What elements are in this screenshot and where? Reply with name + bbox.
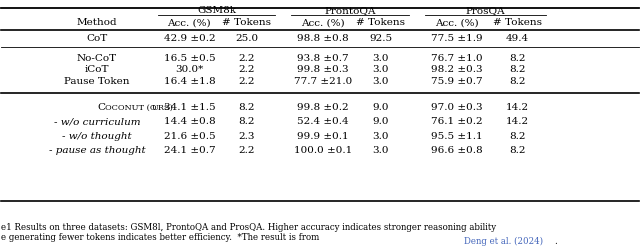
- Text: # Tokens: # Tokens: [356, 18, 405, 27]
- Text: 98.8 ±0.8: 98.8 ±0.8: [298, 34, 349, 43]
- Text: 14.4 ±0.8: 14.4 ±0.8: [164, 117, 215, 126]
- Text: GSM8k: GSM8k: [197, 6, 236, 15]
- Text: 8.2: 8.2: [509, 77, 526, 86]
- Text: - pause as thought: - pause as thought: [49, 146, 145, 155]
- Text: 8.2: 8.2: [509, 65, 526, 74]
- Text: 97.0 ±0.3: 97.0 ±0.3: [431, 103, 483, 112]
- Text: 14.2: 14.2: [506, 103, 529, 112]
- Text: iCoT: iCoT: [84, 65, 109, 74]
- Text: 42.9 ±0.2: 42.9 ±0.2: [164, 34, 215, 43]
- Text: 2.2: 2.2: [239, 54, 255, 63]
- Text: 98.2 ±0.3: 98.2 ±0.3: [431, 65, 483, 74]
- Text: - w/o thought: - w/o thought: [62, 131, 132, 141]
- Text: 95.5 ±1.1: 95.5 ±1.1: [431, 131, 483, 141]
- Text: ProsQA: ProsQA: [466, 6, 506, 15]
- Text: 3.0: 3.0: [372, 77, 388, 86]
- Text: 77.7 ±21.0: 77.7 ±21.0: [294, 77, 352, 86]
- Text: ProntoQA: ProntoQA: [324, 6, 376, 15]
- Text: 75.9 ±0.7: 75.9 ±0.7: [431, 77, 483, 86]
- Text: 3.0: 3.0: [372, 54, 388, 63]
- Text: 8.2: 8.2: [509, 54, 526, 63]
- Text: 8.2: 8.2: [239, 103, 255, 112]
- Text: No-CoT: No-CoT: [77, 54, 117, 63]
- Text: 52.4 ±0.4: 52.4 ±0.4: [298, 117, 349, 126]
- Text: # Tokens: # Tokens: [493, 18, 542, 27]
- Text: 9.0: 9.0: [372, 117, 388, 126]
- Text: 77.5 ±1.9: 77.5 ±1.9: [431, 34, 483, 43]
- Text: # Tokens: # Tokens: [222, 18, 271, 27]
- Text: 3.0: 3.0: [372, 146, 388, 155]
- Text: 30.0*: 30.0*: [175, 65, 204, 74]
- Text: Acc. (%): Acc. (%): [435, 18, 479, 27]
- Text: 92.5: 92.5: [369, 34, 392, 43]
- Text: 3.0: 3.0: [372, 131, 388, 141]
- Text: 76.1 ±0.2: 76.1 ±0.2: [431, 117, 483, 126]
- Text: 76.7 ±1.0: 76.7 ±1.0: [431, 54, 483, 63]
- Text: 99.8 ±0.3: 99.8 ±0.3: [298, 65, 349, 74]
- Text: 99.8 ±0.2: 99.8 ±0.2: [298, 103, 349, 112]
- Text: e1 Results on three datasets: GSM8l, ProntoQA and ProsQA. Higher accuracy indica: e1 Results on three datasets: GSM8l, Pro…: [1, 223, 497, 242]
- Text: 8.2: 8.2: [509, 131, 526, 141]
- Text: 8.2: 8.2: [509, 146, 526, 155]
- Text: 2.2: 2.2: [239, 77, 255, 86]
- Text: Pause Token: Pause Token: [64, 77, 130, 86]
- Text: 2.3: 2.3: [239, 131, 255, 141]
- Text: 24.1 ±0.7: 24.1 ±0.7: [164, 146, 215, 155]
- Text: Method: Method: [77, 18, 117, 27]
- Text: CoT: CoT: [86, 34, 108, 43]
- Text: 93.8 ±0.7: 93.8 ±0.7: [298, 54, 349, 63]
- Text: 100.0 ±0.1: 100.0 ±0.1: [294, 146, 352, 155]
- Text: 34.1 ±1.5: 34.1 ±1.5: [164, 103, 215, 112]
- Text: 8.2: 8.2: [239, 117, 255, 126]
- Text: 2.2: 2.2: [239, 146, 255, 155]
- Text: 21.6 ±0.5: 21.6 ±0.5: [164, 131, 215, 141]
- Text: - w/o curriculum: - w/o curriculum: [54, 117, 140, 126]
- Text: 14.2: 14.2: [506, 117, 529, 126]
- Text: 99.9 ±0.1: 99.9 ±0.1: [298, 131, 349, 141]
- Text: C: C: [97, 103, 105, 112]
- Text: 25.0: 25.0: [235, 34, 259, 43]
- Text: 49.4: 49.4: [506, 34, 529, 43]
- Text: 96.6 ±0.8: 96.6 ±0.8: [431, 146, 483, 155]
- Text: Acc. (%): Acc. (%): [168, 18, 211, 27]
- Text: URS): URS): [151, 103, 173, 111]
- Text: 16.4 ±1.8: 16.4 ±1.8: [164, 77, 215, 86]
- Text: 16.5 ±0.5: 16.5 ±0.5: [164, 54, 215, 63]
- Text: .: .: [554, 237, 557, 246]
- Text: Deng et al. (2024): Deng et al. (2024): [464, 237, 543, 246]
- Text: OCONUT (O: OCONUT (O: [105, 103, 157, 111]
- Text: 9.0: 9.0: [372, 103, 388, 112]
- Text: Acc. (%): Acc. (%): [301, 18, 345, 27]
- Text: 2.2: 2.2: [239, 65, 255, 74]
- Text: 3.0: 3.0: [372, 65, 388, 74]
